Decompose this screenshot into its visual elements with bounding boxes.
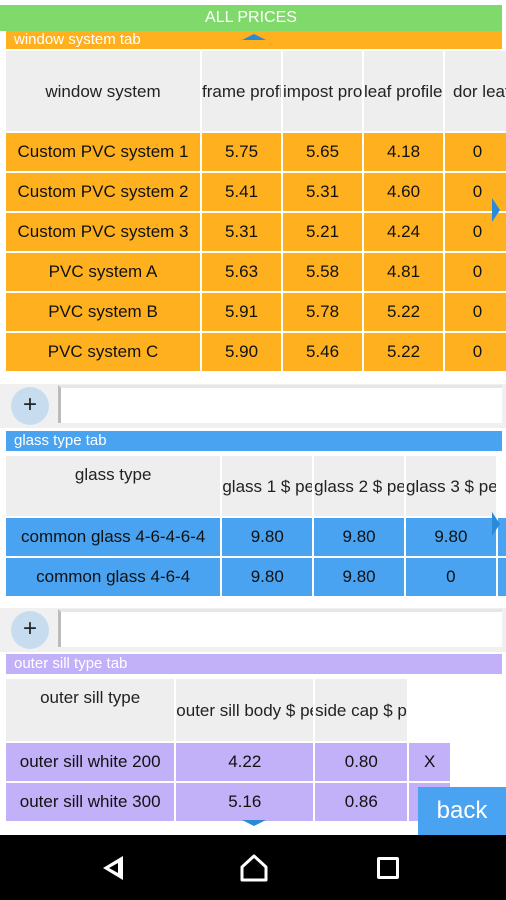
cell-value[interactable]: 9.80 [222,518,313,556]
cell-value[interactable]: 9.80 [314,518,404,556]
outer-sill-table: outer sill type outer sill body $ per m … [4,677,452,823]
col-header-side-cap[interactable]: side cap $ per pc [315,679,408,741]
table-row[interactable]: outer sill white 300 5.16 0.86 [6,783,450,821]
cell-value[interactable]: 5.21 [283,213,362,251]
col-header-outer-sill-body[interactable]: outer sill body $ per m [176,679,314,741]
delete-row-button[interactable]: X [409,743,450,781]
cell-name[interactable]: common glass 4-6-4-6-4 [6,518,221,556]
col-header-glass-1[interactable]: glass 1 $ per m2 [222,456,313,516]
cell-value[interactable]: 4.18 [364,133,443,171]
cell-value[interactable]: 5.58 [283,253,362,291]
new-window-system-input[interactable] [58,385,502,423]
col-header-frame-profile[interactable]: frame profile $ per m [202,51,281,131]
cell-value[interactable]: 0 [445,133,506,171]
cell-value[interactable]: 0 [445,333,506,371]
cell-name[interactable]: outer sill white 300 [6,783,175,821]
system-nav-bar [0,835,506,900]
col-header-impost-profile[interactable]: impost profile $ per m [283,51,362,131]
cell-value[interactable]: 4.22 [176,743,314,781]
header-spacer [498,456,506,516]
cell-value[interactable]: 5.22 [364,333,443,371]
cell-name[interactable]: Custom PVC system 2 [6,173,200,211]
cell-value[interactable]: 0.86 [315,783,408,821]
col-header-door-leaf-profile[interactable]: dor leaf profile $ per m [445,51,506,131]
table-row[interactable]: Custom PVC system 2 5.41 5.31 4.60 0 [6,173,506,211]
table-row[interactable]: PVC system A 5.63 5.58 4.81 0 [6,253,506,291]
scroll-right-icon[interactable] [492,512,500,536]
tab-outer-sill-type[interactable]: outer sill type tab [6,654,502,674]
cell-name[interactable]: Custom PVC system 3 [6,213,200,251]
cell-value[interactable]: 0 [445,293,506,331]
cell-value[interactable]: 9.80 [405,518,496,556]
nav-back-icon-inner [109,863,118,873]
cell-value[interactable]: 5.16 [176,783,314,821]
table-row[interactable]: PVC system C 5.90 5.46 5.22 0 [6,333,506,371]
col-header-glass-3[interactable]: glass 3 $ per m2 [405,456,496,516]
cell-value[interactable]: 4.24 [364,213,443,251]
cell-value[interactable]: 5.63 [202,253,281,291]
cell-value[interactable]: 4.81 [364,253,443,291]
cell-value[interactable]: 5.31 [202,213,281,251]
table-row[interactable]: Custom PVC system 3 5.31 5.21 4.24 0 [6,213,506,251]
cell-name[interactable]: PVC system A [6,253,200,291]
cell-value[interactable]: 5.31 [283,173,362,211]
cell-value[interactable]: 0.80 [315,743,408,781]
sort-up-icon[interactable] [242,34,266,40]
header-spacer [409,679,450,741]
add-window-system-button[interactable]: + [11,387,49,425]
cell-value[interactable]: 5.90 [202,333,281,371]
col-header-leaf-profile[interactable]: leaf profile $ per m [364,51,443,131]
nav-home-icon[interactable] [238,853,270,883]
cell-name[interactable]: PVC system C [6,333,200,371]
cell-value[interactable]: 5.75 [202,133,281,171]
cell-value[interactable]: 4.60 [364,173,443,211]
window-system-table: window system frame profile $ per m impo… [4,49,506,373]
scroll-right-icon[interactable] [492,198,500,222]
cell-overflow [497,558,506,596]
col-header-outer-sill-type[interactable]: outer sill type [6,679,175,741]
table-row[interactable]: Custom PVC system 1 5.75 5.65 4.18 0 [6,133,506,171]
cell-value[interactable]: 9.80 [222,558,313,596]
app-title: ALL PRICES [0,5,502,31]
cell-value[interactable]: 5.65 [283,133,362,171]
cell-name[interactable]: Custom PVC system 1 [6,133,200,171]
cell-value[interactable]: 5.22 [364,293,443,331]
col-header-glass-type[interactable]: glass type [6,456,221,516]
col-header-window-system[interactable]: window system [6,51,200,131]
table-row[interactable]: common glass 4-6-4 9.80 9.80 0 [6,558,506,596]
glass-type-table: glass type glass 1 $ per m2 glass 2 $ pe… [4,454,506,598]
table-row[interactable]: common glass 4-6-4-6-4 9.80 9.80 9.80 [6,518,506,556]
sort-down-icon[interactable] [242,820,266,826]
tab-window-system[interactable]: window system tab [6,31,502,49]
table-row[interactable]: PVC system B 5.91 5.78 5.22 0 [6,293,506,331]
back-button[interactable]: back [418,787,506,835]
add-glass-type-button[interactable]: + [11,611,49,649]
table-row[interactable]: outer sill white 200 4.22 0.80 X [6,743,450,781]
cell-name[interactable]: common glass 4-6-4 [6,558,221,596]
cell-value[interactable]: 5.46 [283,333,362,371]
cell-value[interactable]: 5.91 [202,293,281,331]
cell-name[interactable]: PVC system B [6,293,200,331]
cell-value[interactable]: 5.78 [283,293,362,331]
cell-name[interactable]: outer sill white 200 [6,743,175,781]
new-glass-type-input[interactable] [58,609,502,647]
cell-value[interactable]: 5.41 [202,173,281,211]
cell-overflow [497,518,506,556]
cell-value[interactable]: 0 [405,558,496,596]
nav-recents-icon[interactable] [377,857,399,879]
tab-glass-type[interactable]: glass type tab [6,431,502,451]
cell-value[interactable]: 0 [445,253,506,291]
col-header-glass-2[interactable]: glass 2 $ per m2 [314,456,404,516]
cell-value[interactable]: 9.80 [314,558,404,596]
